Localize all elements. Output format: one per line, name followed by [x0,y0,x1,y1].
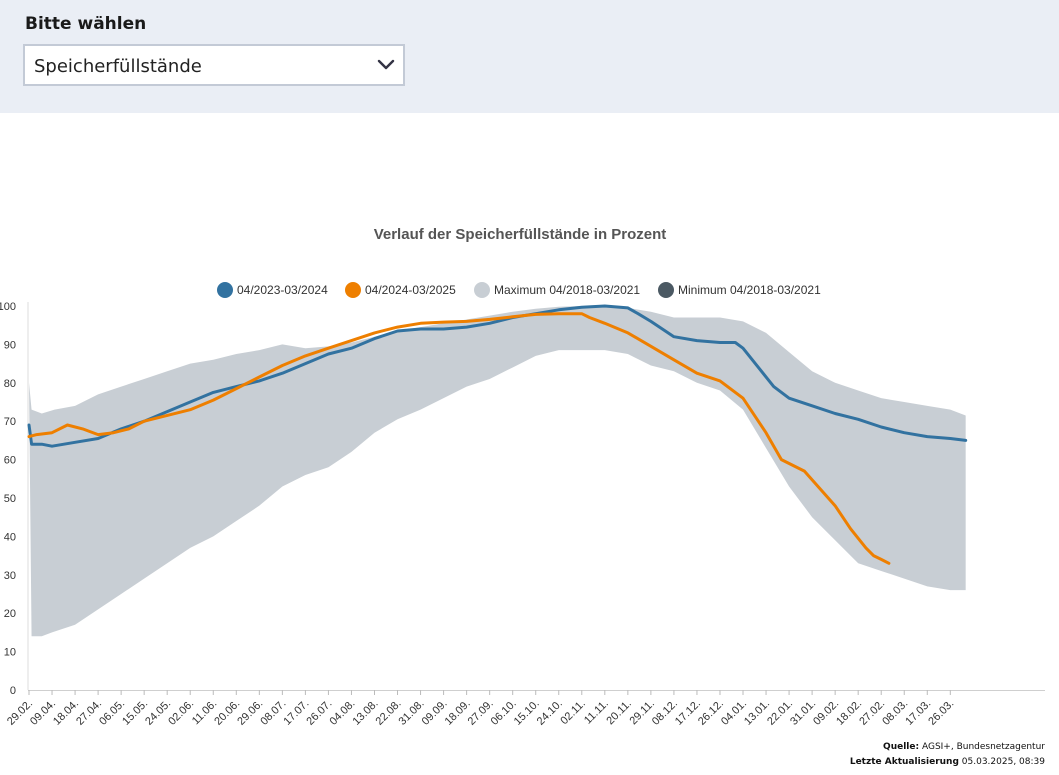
y-tick-label: 90 [4,339,16,351]
x-axis: 29.02.09.04.18.04.27.04.06.05.15.05.24.0… [5,690,1045,728]
series-line-2 [27,312,891,565]
y-tick-label: 100 [0,301,16,313]
x-tick-label: 06.10. [489,698,519,728]
chart-title: Verlauf der Speicherfüllstände in Prozen… [374,226,667,243]
legend-marker-1 [217,282,233,298]
legend-label-3: Maximum 04/2018-03/2021 [494,283,640,297]
dataset-select-value: Speicherfüllstände [34,56,202,77]
source-note: Quelle: AGSI+, Bundesnetzagentur [883,742,1045,752]
x-tick-label: 04.01. [719,698,749,728]
x-tick-label: 22.01. [765,698,795,728]
dataset-select[interactable]: Speicherfüllstände [23,44,405,86]
x-tick-label: 02.11. [558,698,588,728]
y-tick-label: 10 [4,647,16,659]
x-tick-label: 17.07. [281,698,311,728]
x-tick-label: 08.07. [258,698,288,728]
y-tick-label: 50 [4,493,16,505]
legend-label-4: Minimum 04/2018-03/2021 [678,283,821,297]
updated-label: Letzte Aktualisierung [849,757,959,767]
legend-label-2: 04/2024-03/2025 [365,283,456,297]
x-tick-label: 27.09. [466,698,496,728]
y-tick-label: 80 [4,378,16,390]
x-tick-label: 20.11. [604,698,634,728]
x-tick-label: 26.07. [304,698,334,728]
x-tick-label: 18.04. [51,698,81,728]
x-tick-label: 02.06. [166,698,196,728]
legend-marker-4 [658,282,674,298]
chevron-down-icon[interactable] [377,58,395,72]
source-value: AGSI+, Bundesnetzagentur [921,742,1045,752]
chart-legend: 04/2023-03/2024 04/2024-03/2025 Maximum 04… [217,282,821,298]
y-tick-label: 40 [4,531,16,543]
update-note: Letzte Aktualisierung 05.03.2025, 08:39 [850,757,1045,767]
x-tick-label: 24.10. [535,698,565,728]
y-tick-label: 0 [10,685,16,697]
source-label: Quelle: [883,742,920,752]
updated-value: 05.03.2025, 08:39 [961,757,1045,767]
selector-label: Bitte wählen [25,14,147,34]
plot-area [27,304,968,637]
y-tick-label: 70 [4,416,16,428]
y-tick-label: 30 [4,570,16,582]
legend-marker-2 [345,282,361,298]
legend-marker-3 [474,282,490,298]
selector-panel: Bitte wählen Speicherfüllstände [0,0,1059,113]
x-tick-label: 29.06. [235,698,265,728]
x-tick-label: 13.01. [742,698,772,728]
x-tick-label: 09.04. [28,698,58,728]
y-tick-label: 60 [4,455,16,467]
x-tick-label: 29.02. [5,698,35,728]
x-tick-label: 15.10. [512,698,542,728]
y-axis: 0 10 20 30 40 50 60 70 80 90 100 [0,301,29,697]
band-max-min-area [29,306,966,637]
y-tick-label: 20 [4,608,16,620]
x-tick-label: 26.03. [926,698,956,728]
legend-label-1: 04/2023-03/2024 [237,283,328,297]
